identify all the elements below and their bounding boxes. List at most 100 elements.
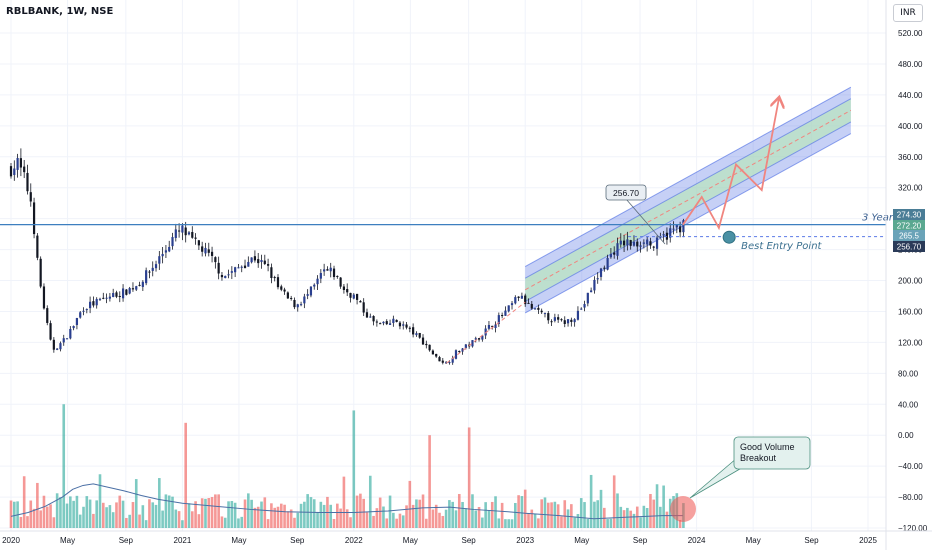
candle-body bbox=[75, 318, 79, 326]
candle-body bbox=[448, 362, 451, 364]
volume-bar bbox=[487, 510, 491, 528]
price-tick-label: 160.00 bbox=[898, 307, 923, 316]
candle-body bbox=[593, 279, 596, 291]
currency-button[interactable]: INR bbox=[893, 4, 923, 22]
volume-bar bbox=[88, 499, 92, 528]
time-tick-label: May bbox=[60, 536, 75, 545]
candle-body bbox=[148, 271, 151, 273]
volume-bar bbox=[576, 514, 580, 528]
candle-body bbox=[530, 303, 533, 309]
candle-body bbox=[316, 278, 319, 285]
candle-body bbox=[227, 274, 230, 276]
candle-body bbox=[369, 316, 372, 318]
candle-body bbox=[603, 267, 606, 269]
volume-bar bbox=[385, 518, 389, 528]
symbol-title: RBLBANK, 1W, NSE bbox=[6, 6, 114, 17]
volume-bar bbox=[593, 501, 596, 528]
candle-body bbox=[32, 202, 36, 235]
volume-bar bbox=[355, 495, 359, 528]
volume-bar bbox=[365, 512, 369, 528]
candle-body bbox=[415, 333, 418, 336]
volume-bar bbox=[184, 422, 187, 528]
candle-body bbox=[145, 270, 148, 284]
candle-body bbox=[372, 316, 375, 322]
candle-body bbox=[306, 294, 309, 296]
candle-body bbox=[613, 252, 616, 255]
candle-body bbox=[408, 327, 411, 329]
candle-body bbox=[586, 292, 589, 304]
candle-body bbox=[69, 328, 72, 339]
volume-bar bbox=[477, 506, 481, 528]
volume-bar bbox=[474, 510, 478, 528]
candle-body bbox=[646, 239, 649, 245]
candle-body bbox=[89, 301, 92, 309]
candle-body bbox=[23, 166, 26, 173]
volume-bar bbox=[214, 494, 217, 528]
candle-body bbox=[151, 267, 154, 271]
candle-body bbox=[253, 256, 257, 261]
candle-body bbox=[590, 290, 593, 293]
candle-body bbox=[642, 242, 645, 244]
volume-bar bbox=[342, 476, 346, 528]
candle-body bbox=[194, 237, 197, 239]
volume-bar bbox=[665, 511, 669, 528]
volume-bar bbox=[431, 509, 435, 528]
time-tick-label: Sep bbox=[119, 536, 134, 545]
volume-bar bbox=[392, 512, 395, 528]
candle-body bbox=[487, 324, 491, 329]
candle-body bbox=[102, 297, 105, 299]
volume-bar bbox=[428, 435, 431, 528]
regression-channel bbox=[524, 86, 852, 314]
chart-grid bbox=[0, 0, 886, 531]
candle-body bbox=[497, 315, 500, 325]
volume-bar bbox=[678, 519, 682, 528]
candle-body bbox=[98, 298, 102, 300]
volume-bar bbox=[451, 501, 454, 528]
volume-bar bbox=[121, 500, 125, 528]
volume-bar bbox=[220, 516, 224, 528]
volume-callout-line1: Good Volume bbox=[740, 442, 795, 452]
candle-body bbox=[599, 268, 603, 277]
volume-bar bbox=[263, 497, 267, 528]
candle-body bbox=[438, 357, 441, 362]
volume-bar bbox=[659, 506, 662, 528]
candle-body bbox=[662, 234, 665, 236]
candle-body bbox=[339, 277, 342, 287]
price-badge-text: 272.20 bbox=[897, 222, 922, 231]
volume-bar bbox=[85, 496, 89, 528]
volume-breakout-highlight bbox=[670, 496, 696, 522]
volume-bar bbox=[639, 517, 642, 528]
volume-bar bbox=[454, 510, 458, 528]
volume-bar bbox=[514, 503, 517, 528]
volume-bar bbox=[398, 513, 402, 528]
candle-body bbox=[309, 286, 313, 296]
volume-bar bbox=[322, 504, 326, 528]
candle-body bbox=[283, 289, 286, 292]
candle-body bbox=[553, 317, 556, 321]
candle-body bbox=[619, 240, 622, 245]
volume-bar bbox=[652, 499, 656, 528]
candle-body bbox=[543, 313, 547, 315]
volume-bar bbox=[233, 502, 237, 528]
volume-bar bbox=[457, 493, 461, 528]
price-tick-label: 400.00 bbox=[898, 122, 923, 131]
candle-body bbox=[243, 265, 247, 269]
volume-bar bbox=[111, 512, 115, 528]
candle-body bbox=[286, 292, 289, 299]
candle-body bbox=[398, 322, 402, 327]
time-tick-label: 2023 bbox=[516, 536, 534, 545]
candle-body bbox=[365, 312, 369, 318]
candle-body bbox=[217, 262, 220, 274]
candle-body bbox=[471, 340, 474, 347]
candle-body bbox=[49, 323, 52, 340]
price-tick-label: 440.00 bbox=[898, 91, 923, 100]
candle-body bbox=[596, 278, 599, 280]
volume-bar bbox=[141, 505, 145, 528]
time-tick-label: 2020 bbox=[2, 536, 20, 545]
volume-bar bbox=[540, 499, 543, 528]
candle-body bbox=[141, 281, 144, 287]
candle-body bbox=[13, 168, 16, 175]
candle-body bbox=[402, 324, 405, 326]
best-entry-label: Best Entry Point bbox=[741, 241, 822, 252]
